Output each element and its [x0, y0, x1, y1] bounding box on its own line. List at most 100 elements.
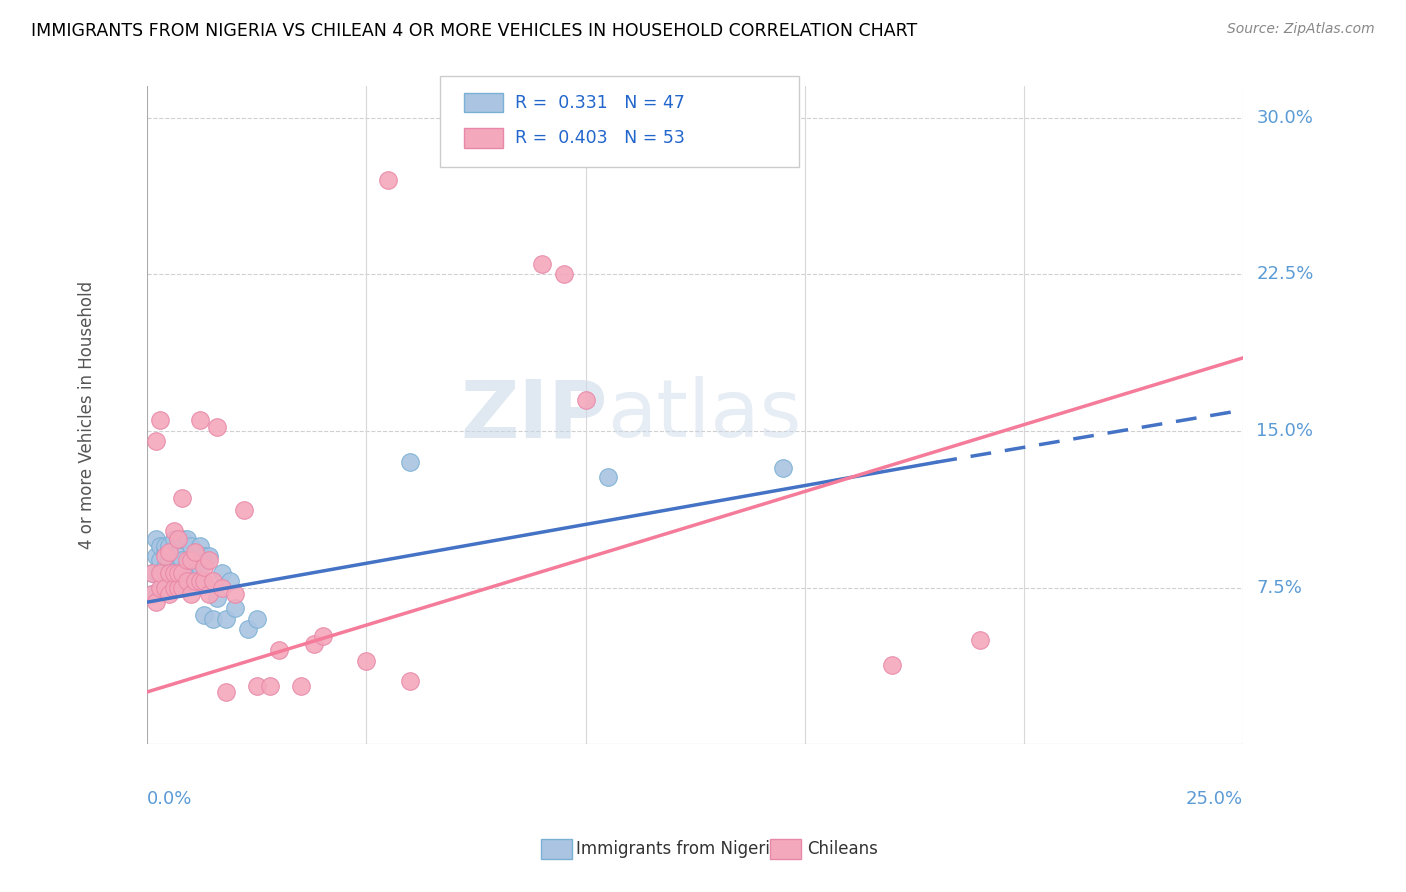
Point	[188, 539, 211, 553]
Point	[302, 637, 325, 651]
Point	[215, 685, 238, 699]
Point	[153, 549, 176, 564]
Point	[882, 657, 904, 672]
Point	[176, 553, 198, 567]
Point	[167, 533, 190, 547]
Point	[180, 559, 202, 574]
Point	[201, 574, 224, 589]
Point	[157, 566, 180, 580]
Point	[176, 533, 198, 547]
Point	[162, 581, 184, 595]
Point	[596, 470, 619, 484]
Point	[162, 566, 184, 580]
Text: 25.0%: 25.0%	[1187, 790, 1243, 808]
Point	[149, 553, 172, 567]
Point	[172, 566, 194, 580]
Point	[399, 674, 422, 689]
Point	[207, 419, 229, 434]
Text: 15.0%: 15.0%	[1257, 422, 1313, 440]
Point	[145, 533, 167, 547]
Point	[184, 574, 207, 589]
Text: atlas: atlas	[607, 376, 801, 454]
Point	[311, 628, 333, 642]
Point	[267, 643, 290, 657]
Point	[153, 559, 176, 574]
Point	[162, 533, 184, 547]
Point	[356, 654, 378, 668]
Text: 7.5%: 7.5%	[1257, 579, 1302, 597]
Text: 4 or more Vehicles in Household: 4 or more Vehicles in Household	[77, 281, 96, 549]
Text: R =  0.331   N = 47: R = 0.331 N = 47	[515, 94, 685, 112]
Point	[197, 553, 219, 567]
Point	[184, 545, 207, 559]
Point	[399, 455, 422, 469]
Point	[193, 574, 215, 589]
Point	[149, 539, 172, 553]
Point	[224, 601, 246, 615]
Text: R =  0.403   N = 53: R = 0.403 N = 53	[515, 129, 685, 147]
Point	[145, 549, 167, 564]
Point	[176, 574, 198, 589]
Point	[553, 268, 575, 282]
Text: 22.5%: 22.5%	[1257, 265, 1313, 284]
Point	[167, 549, 190, 564]
Point	[172, 533, 194, 547]
Point	[184, 566, 207, 580]
Point	[172, 566, 194, 580]
Point	[575, 392, 598, 407]
Point	[215, 612, 238, 626]
Point	[141, 566, 163, 580]
Point	[149, 570, 172, 584]
Point	[201, 612, 224, 626]
Point	[236, 622, 259, 636]
Point	[162, 553, 184, 567]
Point	[290, 679, 312, 693]
Point	[180, 587, 202, 601]
Text: Immigrants from Nigeria: Immigrants from Nigeria	[576, 840, 780, 858]
Point	[246, 679, 269, 693]
Point	[141, 587, 163, 601]
Point	[167, 559, 190, 574]
Point	[188, 574, 211, 589]
Point	[180, 539, 202, 553]
Point	[157, 566, 180, 580]
Point	[162, 581, 184, 595]
Point	[259, 679, 281, 693]
Point	[184, 549, 207, 564]
Point	[176, 558, 198, 572]
Point	[193, 559, 215, 574]
Point	[197, 587, 219, 601]
Point	[377, 173, 399, 187]
Point	[145, 595, 167, 609]
Point	[193, 607, 215, 622]
Point	[969, 632, 991, 647]
Point	[197, 549, 219, 564]
Point	[167, 574, 190, 589]
Point	[211, 566, 233, 580]
Text: 30.0%: 30.0%	[1257, 109, 1313, 127]
Point	[157, 553, 180, 567]
Text: Source: ZipAtlas.com: Source: ZipAtlas.com	[1227, 22, 1375, 37]
Point	[188, 559, 211, 574]
Point	[162, 566, 184, 580]
Point	[172, 553, 194, 567]
Point	[172, 581, 194, 595]
Point	[157, 587, 180, 601]
Point	[167, 566, 190, 580]
Point	[157, 545, 180, 559]
Point	[167, 533, 190, 547]
Point	[180, 553, 202, 567]
Point	[207, 591, 229, 605]
Text: Chileans: Chileans	[807, 840, 877, 858]
Point	[149, 566, 172, 580]
Point	[145, 434, 167, 449]
Point	[153, 539, 176, 553]
Point	[211, 581, 233, 595]
Point	[149, 581, 172, 595]
Point	[772, 461, 794, 475]
Text: IMMIGRANTS FROM NIGERIA VS CHILEAN 4 OR MORE VEHICLES IN HOUSEHOLD CORRELATION C: IMMIGRANTS FROM NIGERIA VS CHILEAN 4 OR …	[31, 22, 917, 40]
Point	[232, 503, 254, 517]
Point	[176, 570, 198, 584]
Point	[188, 413, 211, 427]
Point	[219, 574, 242, 589]
